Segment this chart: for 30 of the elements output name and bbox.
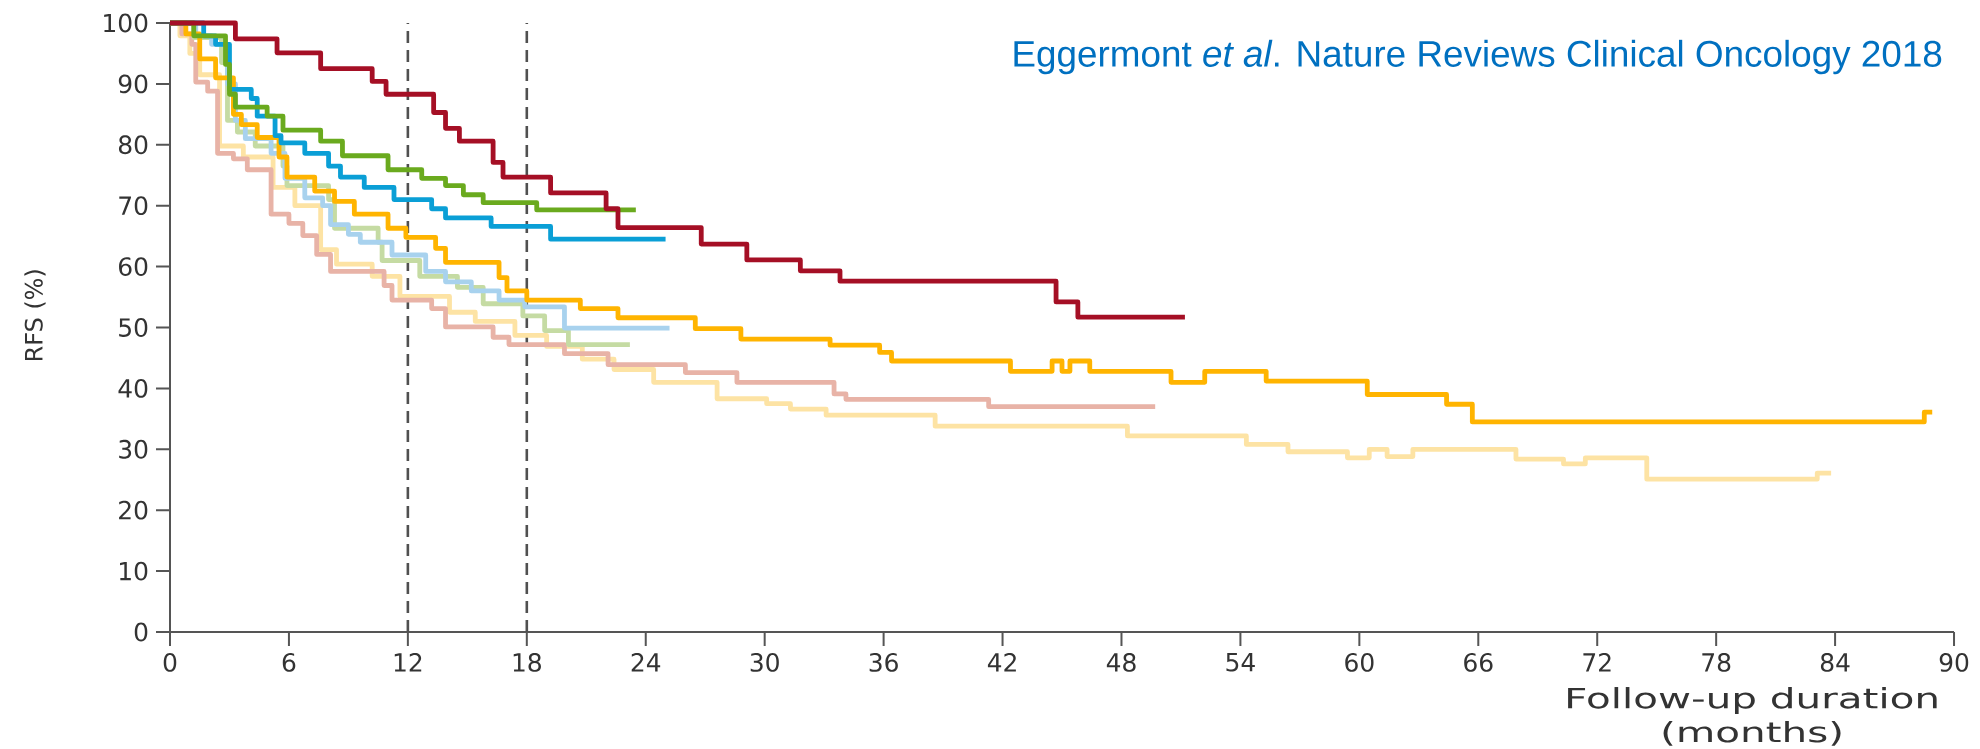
y-tick-label: 30 bbox=[119, 439, 148, 459]
x-tick-label: 84 bbox=[1820, 653, 1850, 672]
y-tick-label: 50 bbox=[119, 318, 148, 337]
x-tick-label: 18 bbox=[513, 653, 541, 672]
y-tick-label: 70 bbox=[119, 196, 148, 216]
x-tick-label: 54 bbox=[1226, 653, 1255, 672]
y-tick-label: 20 bbox=[119, 500, 148, 520]
x-tick-label: 48 bbox=[1106, 653, 1136, 672]
x-tick-label: 90 bbox=[1939, 653, 1969, 672]
x-tick-label: 6 bbox=[282, 653, 296, 672]
x-axis-title: Follow-up duration (months) bbox=[1568, 687, 1937, 746]
x-tick-label: 72 bbox=[1583, 653, 1611, 672]
y-tick-label: 40 bbox=[118, 378, 148, 398]
annotation: Eggermont et al. Nature Reviews Clinical Oncology 2018 bbox=[1014, 39, 1942, 75]
y-tick-label: 90 bbox=[118, 74, 148, 94]
x-tick-label: 12 bbox=[394, 653, 422, 672]
x-tick-label: 66 bbox=[1464, 653, 1493, 672]
y-tick-label: 10 bbox=[120, 561, 148, 581]
x-tick-label: 36 bbox=[869, 653, 898, 672]
y-tick-label: 60 bbox=[119, 257, 148, 277]
x-tick-label: 24 bbox=[631, 653, 661, 672]
x-tick-label: 30 bbox=[750, 653, 779, 672]
x-tick-label: 42 bbox=[987, 653, 1016, 672]
x-tick-label: 78 bbox=[1702, 653, 1731, 672]
x-tick-label: 60 bbox=[1345, 653, 1374, 672]
y-tick-label: 100 bbox=[104, 13, 148, 33]
y-tick-label: 80 bbox=[118, 135, 148, 155]
x-tick-label: 0 bbox=[163, 653, 177, 672]
y-tick-label: 0 bbox=[134, 622, 148, 642]
y-axis-title: RFS (%) bbox=[24, 270, 46, 361]
